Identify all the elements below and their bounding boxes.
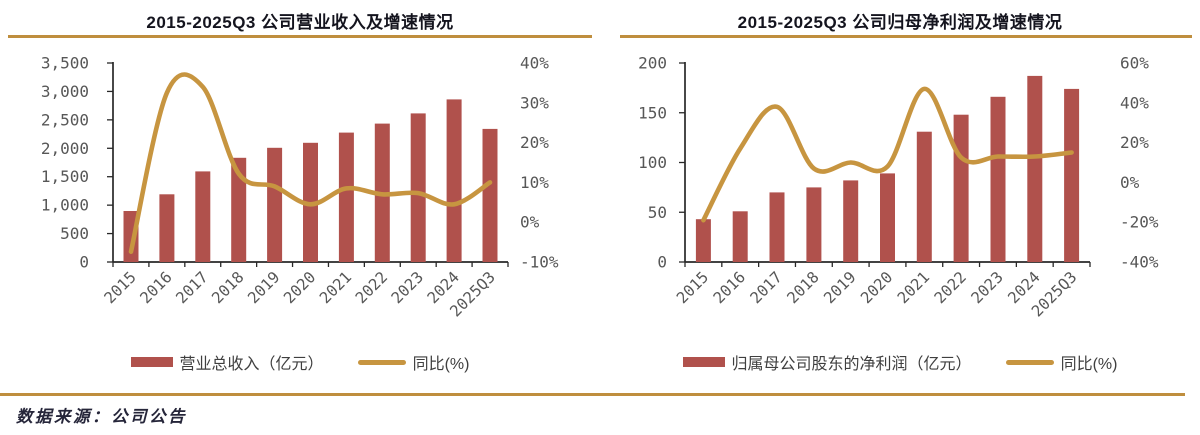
line-swatch [1005, 359, 1054, 365]
secondary-axis-label: -40% [1120, 253, 1159, 272]
secondary-axis-label: 40% [1120, 93, 1149, 112]
bar-2024 [1027, 75, 1043, 263]
bar-2023 [990, 96, 1006, 262]
y-axis-label: 50 [648, 203, 667, 222]
secondary-axis-label: 20% [1120, 133, 1149, 152]
bar-swatch [682, 357, 725, 367]
title-underline [8, 35, 592, 38]
x-axis-label: 2023 [388, 268, 427, 307]
secondary-axis-label: 0% [520, 213, 540, 232]
secondary-axis-label: 10% [520, 173, 549, 192]
bar-2025Q3 [482, 128, 498, 262]
y-axis-label: 1,500 [41, 167, 89, 186]
x-axis-label: 2016 [137, 268, 176, 307]
footer-rule [0, 393, 1185, 396]
bar-2017 [769, 192, 785, 262]
bar-2025Q3 [1064, 88, 1080, 263]
legend-item: 同比(%) [1005, 350, 1118, 374]
x-axis-label: 2018 [784, 268, 823, 307]
x-axis-label: 2021 [894, 268, 933, 307]
y-axis-label: 150 [638, 103, 667, 122]
bar-2022 [953, 114, 969, 262]
bar-2021 [338, 132, 354, 262]
revenue-chart-legend: 营业总收入（亿元） 同比(%) [0, 350, 600, 374]
legend-label: 同比(%) [1060, 356, 1118, 373]
legend-item: 营业总收入（亿元） [130, 350, 324, 374]
bar-2015 [695, 219, 711, 262]
legend-item: 归属母公司股东的净利润（亿元） [682, 350, 972, 374]
bar-2018 [231, 157, 247, 262]
bar-swatch [130, 357, 173, 367]
revenue-chart: 0 500 1,000 1,500 2,000 2,500 3,000 3,500 -10% 0%… [41, 54, 559, 321]
x-axis-label: 2016 [710, 268, 749, 307]
yoy-line [701, 86, 1074, 223]
net-profit-chart-panel: 2015-2025Q3 公司归母净利润及增速情况 0 50 100 150 200 -40… [600, 0, 1200, 374]
revenue-chart-panel: 2015-2025Q3 公司营业收入及增速情况 0 500 1,000 1,500 2,… [0, 0, 600, 374]
bar-2016 [732, 211, 748, 262]
x-axis-label: 2017 [173, 268, 212, 307]
x-axis-label: 2023 [968, 268, 1007, 307]
y-axis-label: 200 [638, 54, 667, 73]
y-axis-label: 1,000 [41, 196, 89, 215]
y-axis-label: 2,000 [41, 139, 89, 158]
legend-label: 营业总收入（亿元） [179, 356, 324, 373]
y-axis-label: 0 [79, 253, 89, 272]
secondary-axis-label: -10% [520, 253, 559, 272]
net-profit-chart: 050100150200-40%-20%0%20%40%60%201520162… [638, 54, 1159, 321]
x-axis-label: 2020 [857, 268, 896, 307]
bar-2016 [159, 194, 175, 262]
bar-2017 [195, 171, 211, 262]
net-profit-chart-legend: 归属母公司股东的净利润（亿元） 同比(%) [600, 350, 1200, 374]
secondary-axis-label: 0% [1120, 173, 1140, 192]
secondary-axis-label: 30% [520, 93, 549, 112]
revenue-chart-title: 2015-2025Q3 公司营业收入及增速情况 [146, 13, 454, 32]
bar-2018 [806, 187, 822, 262]
bar-2024 [446, 99, 462, 263]
x-axis-label: 2015 [101, 268, 140, 307]
x-axis-label: 2022 [931, 268, 970, 307]
title-underline [620, 35, 1192, 38]
legend-label: 同比(%) [412, 356, 470, 373]
bar-2019 [267, 147, 283, 262]
footer: 数据来源：公司公告 [0, 393, 1200, 427]
yoy-line [128, 72, 493, 254]
x-axis-label: 2015 [673, 268, 712, 307]
legend-item: 同比(%) [357, 350, 470, 374]
net-profit-chart-title: 2015-2025Q3 公司归母净利润及增速情况 [737, 13, 1063, 32]
y-axis-label: 3,500 [41, 54, 89, 73]
y-axis-label: 500 [60, 224, 89, 243]
y-axis-label: 0 [657, 253, 667, 272]
x-axis-label: 2019 [820, 268, 859, 307]
x-axis-label: 2022 [352, 268, 391, 307]
y-axis-label: 2,500 [41, 110, 89, 129]
secondary-axis-label: 40% [520, 54, 549, 73]
y-axis-label: 3,000 [41, 82, 89, 101]
secondary-axis-label: -20% [1120, 213, 1159, 232]
x-axis-label: 2020 [280, 268, 319, 307]
source-note: 数据来源：公司公告 [16, 407, 187, 426]
secondary-axis-label: 20% [520, 133, 549, 152]
bar-2021 [916, 131, 932, 262]
bar-2019 [843, 180, 859, 262]
line-swatch [357, 359, 406, 365]
x-axis-label: 2018 [208, 268, 247, 307]
legend-label: 归属母公司股东的净利润（亿元） [731, 356, 972, 373]
secondary-axis-label: 60% [1120, 54, 1149, 73]
x-axis-label: 2021 [316, 268, 355, 307]
bar-2020 [880, 173, 895, 262]
x-axis-label: 2017 [747, 268, 786, 307]
y-axis-label: 100 [638, 153, 667, 172]
bar-2023 [410, 113, 426, 263]
charts-row: 2015-2025Q3 公司营业收入及增速情况 0 500 1,000 1,500 2,… [0, 0, 1200, 374]
x-axis-label: 2019 [244, 268, 283, 307]
